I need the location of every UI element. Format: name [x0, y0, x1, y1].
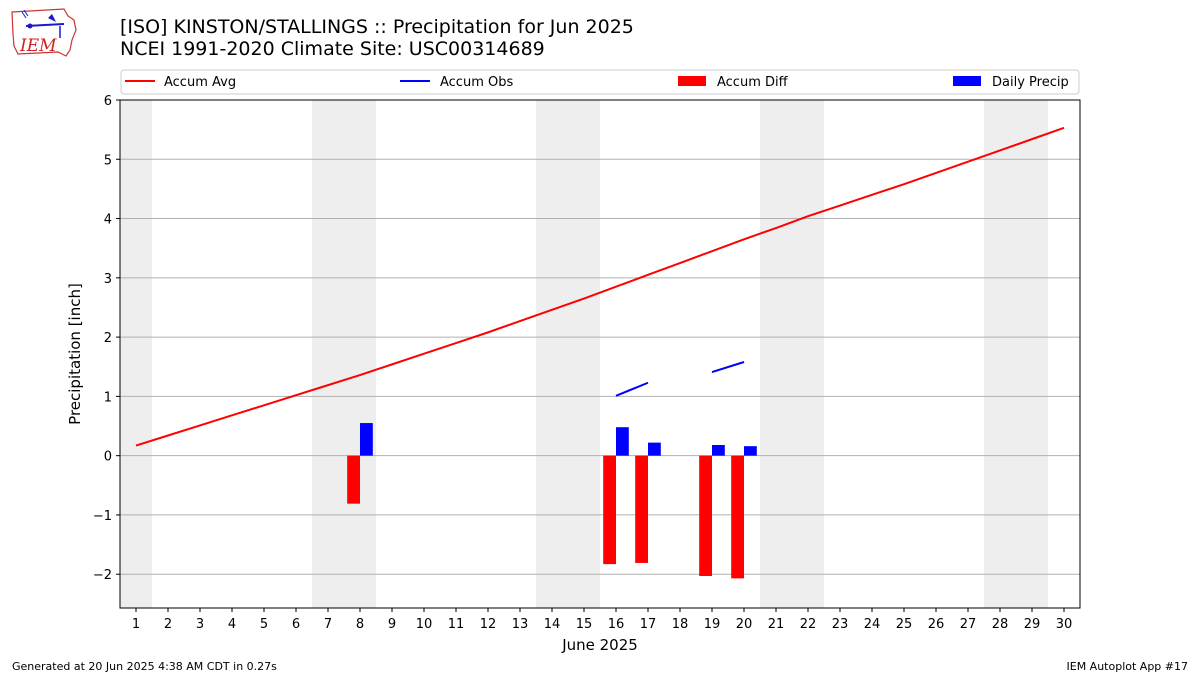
x-tick-label: 17	[640, 617, 657, 632]
x-tick-label: 15	[576, 617, 593, 632]
logo-text: IEM	[19, 36, 57, 56]
x-tick-label: 8	[356, 617, 364, 632]
daily-precip-bar	[744, 446, 757, 456]
x-tick-label: 30	[1056, 617, 1073, 632]
weekend-band	[120, 100, 152, 608]
x-tick-label: 1	[132, 617, 140, 632]
x-tick-label: 21	[768, 617, 785, 632]
x-tick-label: 7	[324, 617, 332, 632]
plot-frame	[119, 99, 1081, 609]
x-tick-label: 5	[260, 617, 268, 632]
x-tick-label: 20	[736, 617, 753, 632]
title-line-2: NCEI 1991-2020 Climate Site: USC00314689	[120, 38, 545, 60]
x-tick-label: 29	[1024, 617, 1041, 632]
accum-avg-line	[135, 126, 1065, 447]
x-tick-label: 16	[608, 617, 625, 632]
weekend-band	[312, 100, 344, 608]
y-tick-label: 1	[104, 390, 112, 405]
legend-label: Accum Diff	[717, 75, 789, 90]
weekend-band	[344, 100, 376, 608]
legend-swatch	[678, 76, 706, 86]
x-tick-label: 2	[164, 617, 172, 632]
accum-obs-line	[711, 361, 745, 374]
y-tick-label: 5	[104, 153, 112, 168]
legend-label: Daily Precip	[992, 75, 1069, 90]
legend-box	[120, 69, 1080, 95]
y-tick-label: 0	[104, 450, 112, 465]
x-tick-label: 3	[196, 617, 204, 632]
x-tick-label: 13	[512, 617, 529, 632]
footer-generated: Generated at 20 Jun 2025 4:38 AM CDT in …	[12, 660, 277, 673]
accum-diff-bar	[731, 455, 744, 579]
bars	[347, 423, 757, 579]
accum-obs-line	[615, 381, 649, 397]
x-tick-label: 23	[832, 617, 849, 632]
x-tick-label: 19	[704, 617, 721, 632]
x-axis: 1 2 3 4 5 6 7 8 9 10 11 12 13 14 15 16 17 18 19 20 21 22 23 24 2…	[132, 608, 1072, 632]
x-axis-label: June 2025	[561, 636, 638, 654]
x-tick-label: 6	[292, 617, 300, 632]
weekend-band	[536, 100, 568, 608]
legend: Accum Avg Accum Obs Accum Diff Daily Precip	[120, 69, 1080, 95]
daily-precip-bar	[648, 442, 661, 456]
y-tick-label: 6	[104, 94, 112, 109]
footer-app: IEM Autoplot App #17	[1066, 660, 1189, 673]
x-tick-label: 22	[800, 617, 817, 632]
y-tick-label: 3	[104, 272, 112, 287]
daily-precip-bar	[616, 427, 629, 456]
x-tick-label: 24	[864, 617, 881, 632]
weekend-band	[568, 100, 600, 608]
y-tick-label: 2	[104, 331, 112, 346]
x-tick-label: 12	[480, 617, 497, 632]
y-tick-label: 4	[104, 213, 112, 228]
x-tick-label: 14	[544, 617, 561, 632]
legend-swatch	[953, 76, 981, 86]
x-tick-label: 28	[992, 617, 1009, 632]
y-axis: −2 −1 0 1 2 3 4 5 6	[93, 94, 120, 583]
title-line-1: [ISO] KINSTON/STALLINGS :: Precipitation…	[120, 16, 634, 38]
series-lines	[135, 126, 1065, 447]
x-tick-label: 18	[672, 617, 689, 632]
accum-diff-bar	[635, 455, 648, 563]
x-tick-label: 10	[416, 617, 433, 632]
legend-label: Accum Avg	[164, 75, 236, 90]
y-tick-label: −2	[93, 568, 112, 583]
weekend-band	[984, 100, 1016, 608]
weekend-band	[1016, 100, 1048, 608]
legend-label: Accum Obs	[440, 75, 513, 90]
x-tick-label: 11	[448, 617, 465, 632]
daily-precip-bar	[712, 444, 725, 456]
x-tick-label: 25	[896, 617, 913, 632]
weekend-shading	[120, 100, 1048, 608]
accum-diff-bar	[699, 455, 712, 576]
accum-diff-bar	[347, 455, 360, 504]
weekend-band	[792, 100, 824, 608]
y-axis-label: Precipitation [inch]	[66, 283, 84, 425]
x-tick-label: 26	[928, 617, 945, 632]
chart-title: [ISO] KINSTON/STALLINGS :: Precipitation…	[120, 16, 634, 60]
x-tick-label: 9	[388, 617, 396, 632]
daily-precip-bar	[360, 423, 373, 456]
x-tick-label: 4	[228, 617, 236, 632]
y-tick-label: −1	[93, 509, 112, 524]
x-tick-label: 27	[960, 617, 977, 632]
iem-logo: IEM	[11, 8, 77, 57]
weekend-band	[760, 100, 792, 608]
accum-diff-bar	[603, 455, 616, 565]
